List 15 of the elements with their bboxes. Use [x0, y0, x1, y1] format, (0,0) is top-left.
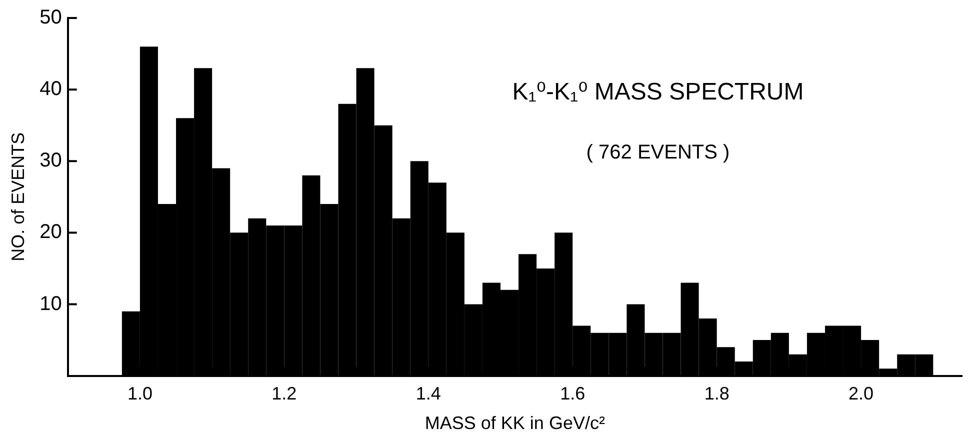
x-tick-label: 1.0 [127, 384, 152, 404]
x-tick-label: 1.6 [560, 384, 586, 404]
y-tick-label: 50 [40, 6, 62, 29]
text: K₁⁰-K₁⁰ MASS SPECTRUM [512, 78, 804, 106]
y-tick-label: 30 [40, 150, 62, 172]
y-tick-label: 10 [40, 292, 62, 315]
x-tick-label: 2.0 [848, 384, 874, 404]
x-tick-label: 1.2 [272, 384, 297, 404]
y-axis-title: NO. of EVENTS [8, 132, 28, 262]
x-axis-title: MASS of KK in GeV/c² [424, 413, 605, 434]
y-tick-label: 20 [40, 221, 62, 244]
annotation: ( 762 EVENTS ) [586, 142, 730, 164]
y-tick-label: 40 [40, 78, 62, 100]
x-tick-label: 1.8 [704, 384, 730, 404]
x-tick-label: 1.4 [416, 384, 441, 404]
